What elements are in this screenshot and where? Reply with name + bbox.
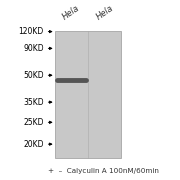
Text: 50KD: 50KD [23, 71, 44, 80]
Text: 20KD: 20KD [23, 140, 44, 149]
Text: 120KD: 120KD [19, 27, 44, 36]
Text: Hela: Hela [94, 3, 115, 21]
Text: +  –  Calyculin A 100nM/60min: + – Calyculin A 100nM/60min [48, 168, 159, 174]
Text: 35KD: 35KD [23, 98, 44, 107]
Bar [55, 31, 122, 158]
Text: Hela: Hela [61, 3, 82, 21]
Text: 90KD: 90KD [23, 44, 44, 53]
Text: 25KD: 25KD [23, 118, 44, 127]
